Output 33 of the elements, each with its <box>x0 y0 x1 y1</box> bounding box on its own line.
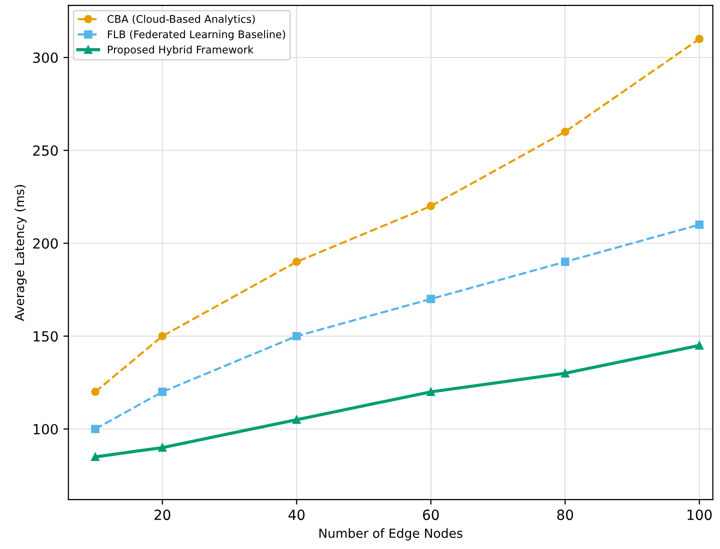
x-tick-label: 80 <box>557 510 574 520</box>
legend-label: Proposed Hybrid Framework <box>108 45 254 56</box>
point <box>695 220 704 229</box>
point <box>292 332 301 340</box>
point <box>560 258 570 266</box>
point <box>426 388 436 396</box>
x-tick-label: 20 <box>154 510 170 520</box>
point <box>426 202 436 210</box>
point <box>292 416 301 424</box>
y-tick-label: 150 <box>34 331 58 342</box>
point <box>158 388 167 396</box>
y-tick-label: 200 <box>33 238 58 249</box>
point <box>560 128 570 136</box>
point <box>91 388 100 396</box>
point <box>292 258 301 266</box>
legend-label: FLB (Federated Learning Baseline) <box>108 30 286 40</box>
point <box>560 369 570 378</box>
y-tick-label: 250 <box>33 145 58 156</box>
y-tick-label: 300 <box>33 52 58 63</box>
x-tick-label: 100 <box>688 510 712 520</box>
point <box>426 294 436 304</box>
x-axis-title: Number of Edge Nodes <box>319 528 462 540</box>
point <box>695 341 704 350</box>
point <box>158 443 167 452</box>
point <box>695 34 704 44</box>
y-tick-label: 100 <box>34 424 58 434</box>
point <box>91 452 100 462</box>
legend-label: CBA (Cloud-Based Analytics) <box>108 14 255 25</box>
y-axis-title: Average Latency (ms) <box>14 185 27 322</box>
x-tick-label: 40 <box>288 510 305 520</box>
point <box>91 424 100 434</box>
point <box>158 332 167 340</box>
x-tick-label: 60 <box>423 510 439 520</box>
